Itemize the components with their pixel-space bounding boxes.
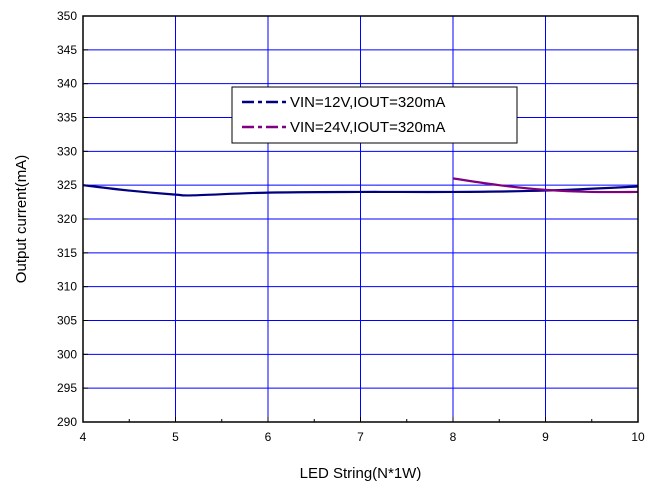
x-tick-label: 10 [631, 430, 645, 444]
y-tick-label: 290 [57, 415, 77, 429]
x-tick-label: 5 [172, 430, 179, 444]
legend: VIN=12V,IOUT=320mA VIN=24V,IOUT=320mA [231, 86, 518, 144]
x-tick-label: 8 [450, 430, 457, 444]
plot-frame [82, 15, 639, 423]
y-axis-title: Output current(mA) [13, 155, 30, 283]
y-tick-label: 330 [57, 144, 77, 158]
y-tick-label: 305 [57, 314, 77, 328]
x-tick-label: 4 [80, 430, 87, 444]
legend-label-2: VIN=24V,IOUT=320mA [290, 119, 445, 136]
y-tick-label: 295 [57, 381, 77, 395]
x-tick-label: 9 [542, 430, 549, 444]
series-line-2 [452, 177, 639, 194]
series-lines [82, 177, 639, 197]
y-tick-label: 310 [57, 280, 77, 294]
x-axis-title: LED String(N*1W) [300, 465, 422, 482]
legend-box [231, 86, 518, 144]
y-tick-label: 345 [57, 43, 77, 57]
series-line-1 [82, 184, 639, 197]
x-tick-label: 6 [265, 430, 272, 444]
axis-ticks: 4 5 6 7 8 9 10 290 295 300 305 310 315 320 325 330 335 34… [57, 9, 645, 444]
y-tick-label: 315 [57, 246, 77, 260]
legend-label-1: VIN=12V,IOUT=320mA [290, 94, 445, 111]
grid [83, 16, 638, 422]
y-tick-label: 335 [57, 111, 77, 125]
y-tick-label: 350 [57, 9, 77, 23]
x-tick-label: 7 [357, 430, 364, 444]
y-tick-label: 325 [57, 178, 77, 192]
y-tick-label: 340 [57, 77, 77, 91]
y-tick-label: 320 [57, 212, 77, 226]
y-tick-label: 300 [57, 347, 77, 361]
